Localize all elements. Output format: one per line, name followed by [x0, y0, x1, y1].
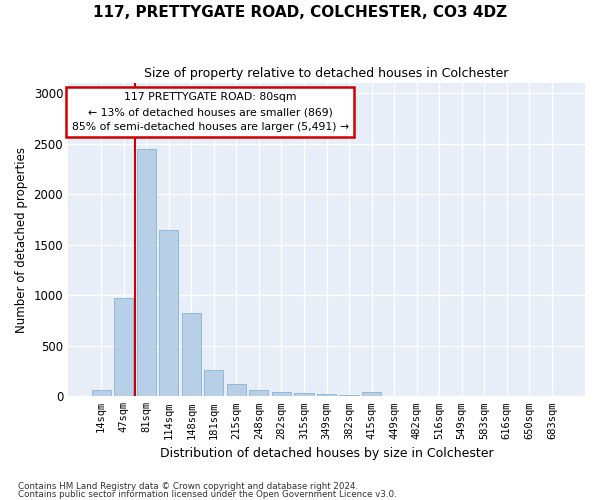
Bar — [182, 314, 201, 396]
Bar — [272, 392, 291, 396]
Text: Contains public sector information licensed under the Open Government Licence v3: Contains public sector information licen… — [18, 490, 397, 499]
Bar — [159, 230, 178, 396]
X-axis label: Distribution of detached houses by size in Colchester: Distribution of detached houses by size … — [160, 447, 493, 460]
Bar — [92, 390, 110, 396]
Text: Contains HM Land Registry data © Crown copyright and database right 2024.: Contains HM Land Registry data © Crown c… — [18, 482, 358, 491]
Bar — [250, 390, 268, 396]
Bar — [362, 392, 381, 396]
Y-axis label: Number of detached properties: Number of detached properties — [15, 146, 28, 332]
Text: 117 PRETTYGATE ROAD: 80sqm
← 13% of detached houses are smaller (869)
85% of sem: 117 PRETTYGATE ROAD: 80sqm ← 13% of deta… — [71, 92, 349, 132]
Text: 117, PRETTYGATE ROAD, COLCHESTER, CO3 4DZ: 117, PRETTYGATE ROAD, COLCHESTER, CO3 4D… — [93, 5, 507, 20]
Bar — [137, 148, 156, 396]
Bar — [204, 370, 223, 396]
Bar — [317, 394, 336, 396]
Title: Size of property relative to detached houses in Colchester: Size of property relative to detached ho… — [145, 68, 509, 80]
Bar — [295, 393, 314, 396]
Bar — [114, 298, 133, 396]
Bar — [227, 384, 246, 396]
